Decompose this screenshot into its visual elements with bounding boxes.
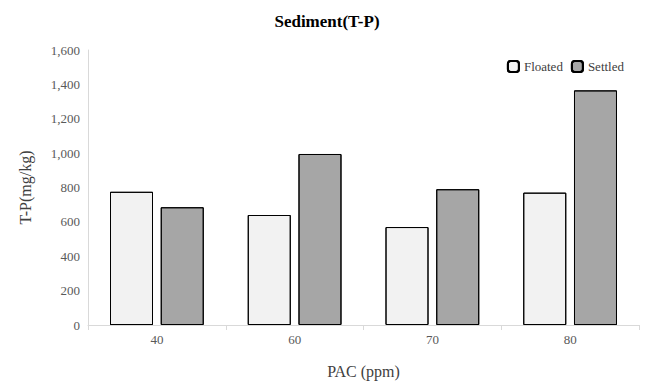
svg-text:Settled: Settled bbox=[588, 59, 625, 74]
svg-text:Floated: Floated bbox=[524, 59, 563, 74]
svg-text:0: 0 bbox=[74, 318, 81, 333]
svg-text:T-P(mg/kg): T-P(mg/kg) bbox=[17, 150, 35, 224]
svg-text:70: 70 bbox=[426, 332, 439, 347]
svg-text:PAC (ppm): PAC (ppm) bbox=[327, 363, 400, 381]
svg-text:600: 600 bbox=[61, 214, 81, 229]
svg-text:800: 800 bbox=[61, 180, 81, 195]
svg-text:40: 40 bbox=[150, 332, 163, 347]
svg-text:200: 200 bbox=[61, 283, 81, 298]
svg-text:1,400: 1,400 bbox=[51, 77, 80, 92]
svg-text:1,200: 1,200 bbox=[51, 111, 80, 126]
svg-text:400: 400 bbox=[61, 249, 81, 264]
svg-text:1,000: 1,000 bbox=[51, 146, 80, 161]
svg-text:1,600: 1,600 bbox=[51, 43, 80, 58]
svg-text:60: 60 bbox=[288, 332, 301, 347]
svg-text:Sediment(T-P): Sediment(T-P) bbox=[274, 12, 379, 31]
svg-text:80: 80 bbox=[564, 332, 577, 347]
